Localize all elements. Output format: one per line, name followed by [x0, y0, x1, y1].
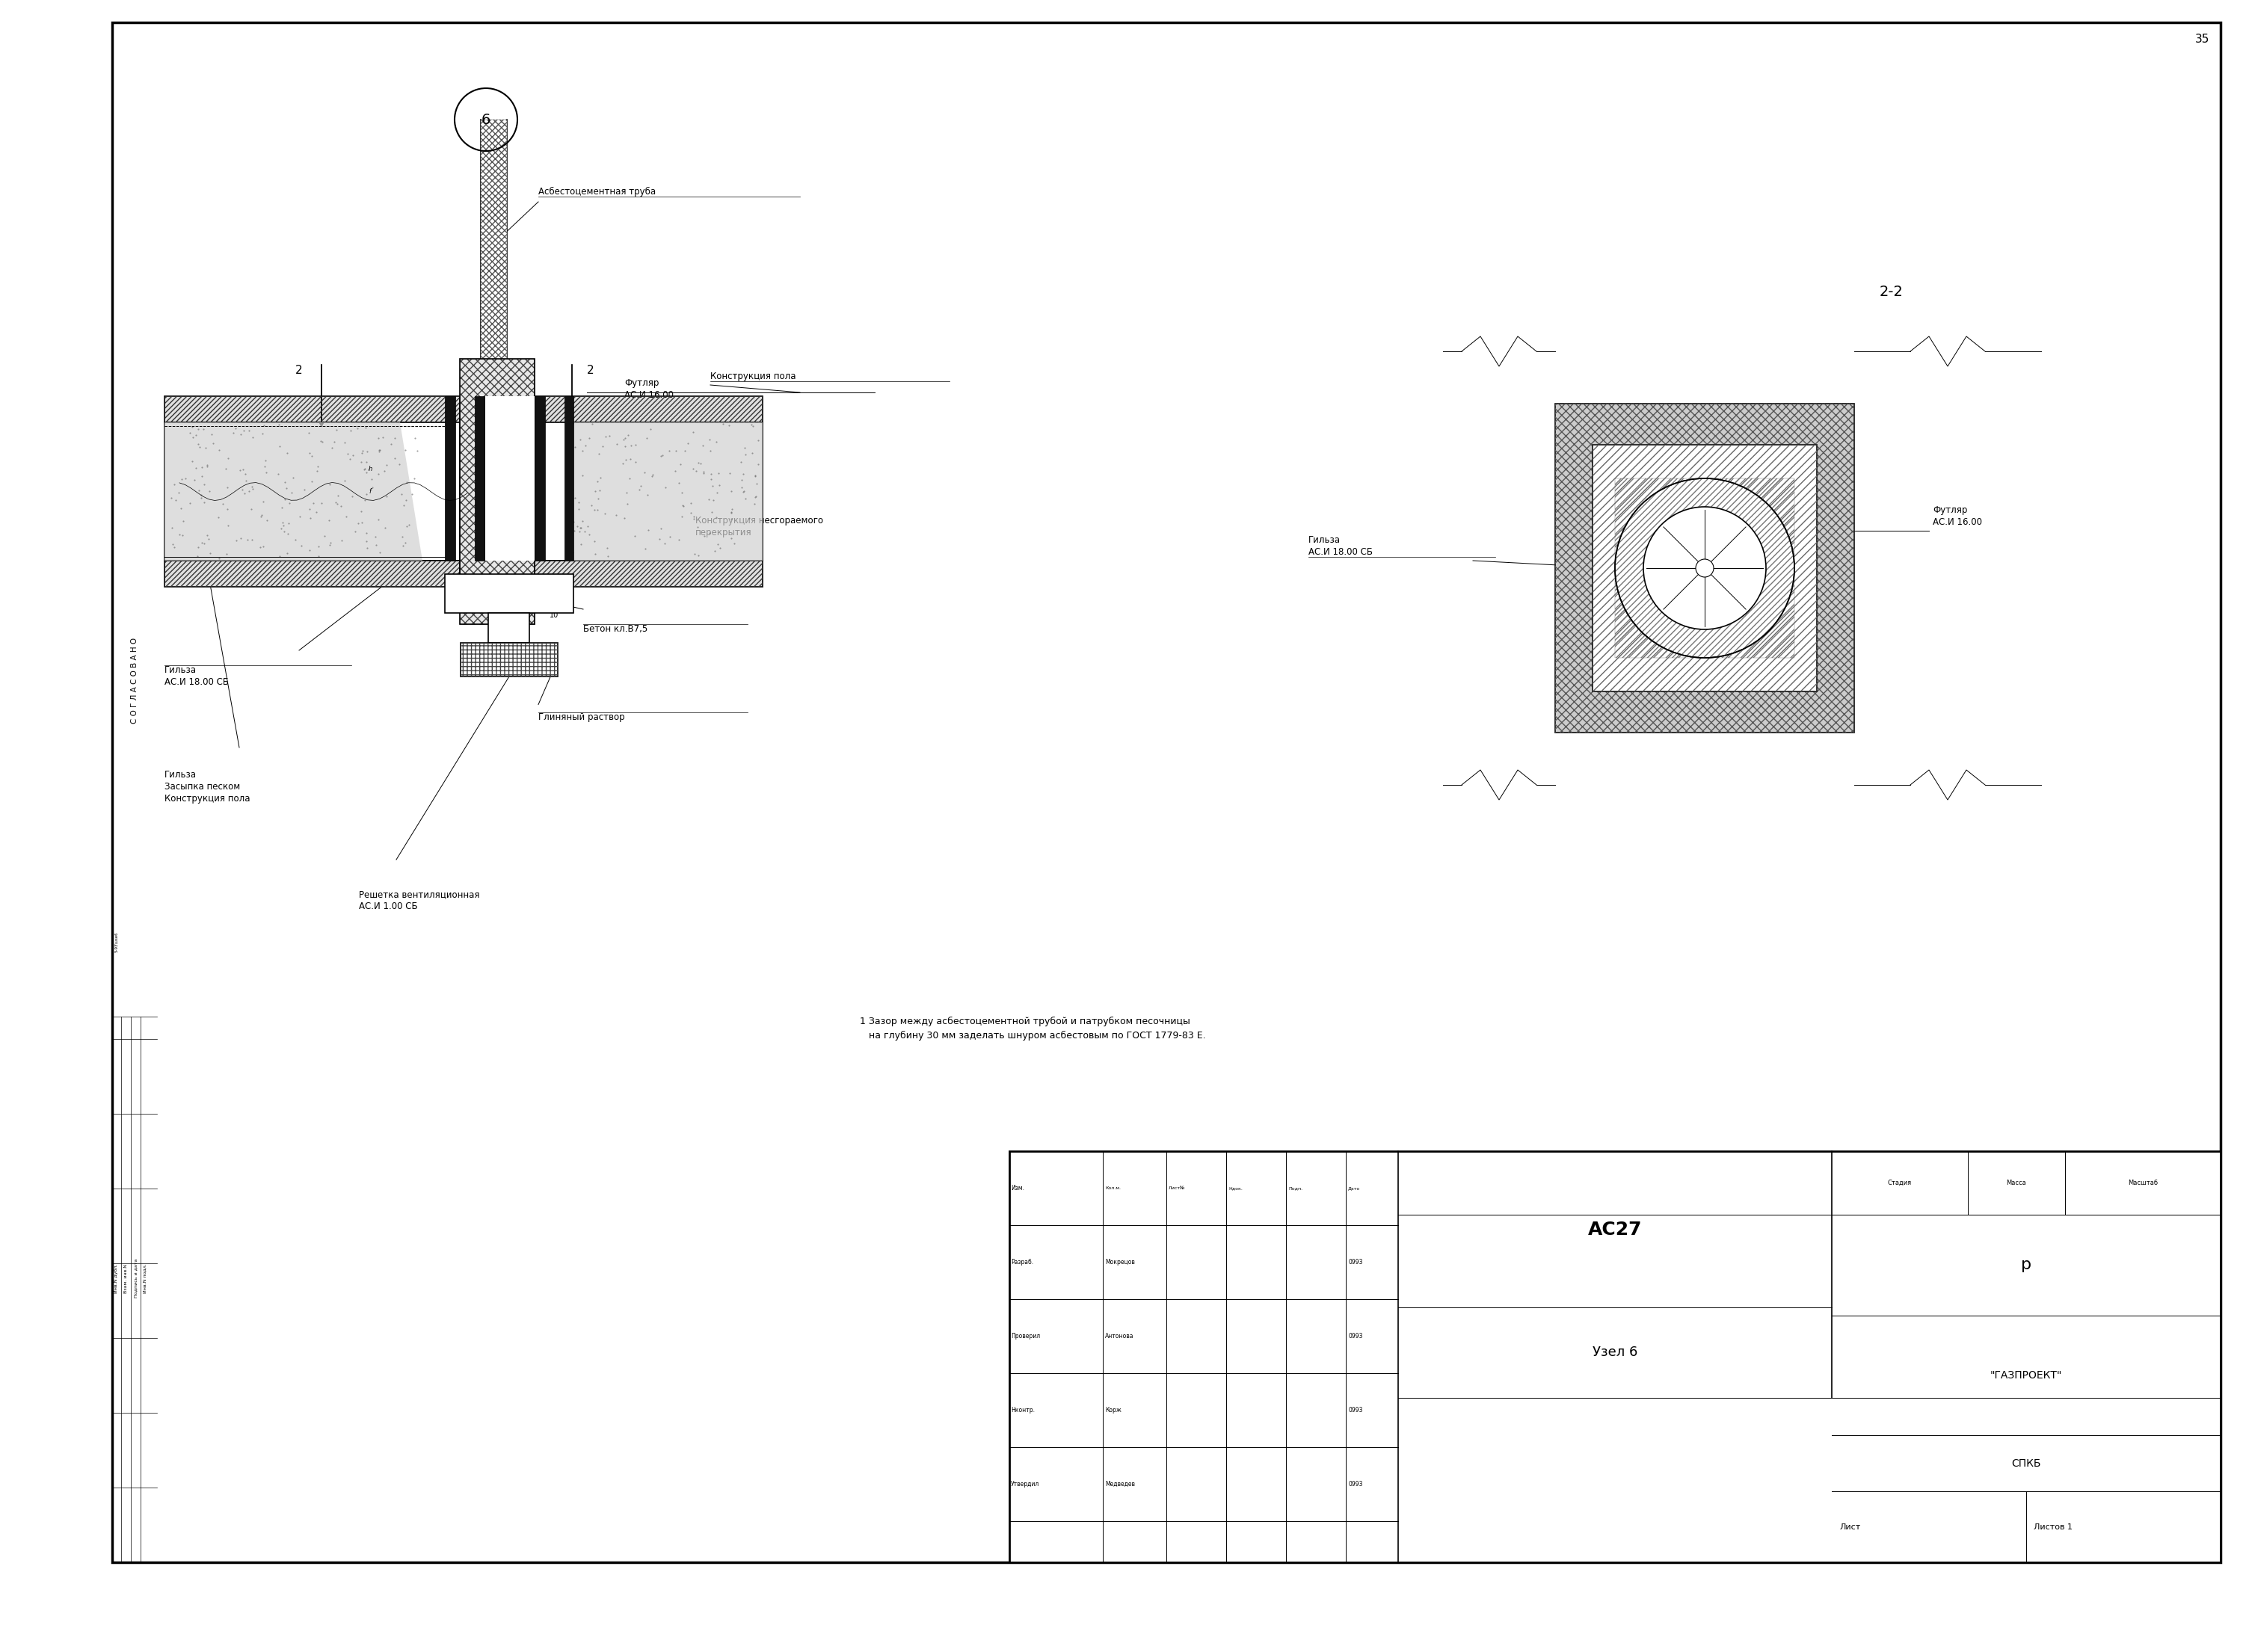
Bar [484, 396, 534, 560]
Circle shape [1615, 479, 1794, 657]
Bar [460, 643, 559, 677]
Bar [1554, 403, 1855, 732]
Text: Листов 1: Листов 1 [2034, 1523, 2073, 1530]
Text: Стадия: Стадия [1889, 1180, 1911, 1186]
Text: Асбестоцементная труба: Асбестоцементная труба [538, 187, 655, 197]
Text: 6: 6 [482, 112, 491, 127]
Bar [534, 396, 763, 423]
Bar [460, 358, 534, 624]
Text: Футляр
АС.И 16.00: Футляр АС.И 16.00 [624, 378, 673, 400]
Bar [460, 358, 534, 624]
Text: "ГАЗПРОЕКТ": "ГАЗПРОЕКТ" [1990, 1370, 2061, 1381]
Bar [460, 643, 559, 677]
Text: 0993: 0993 [1348, 1259, 1362, 1265]
Bar [476, 396, 484, 560]
Bar [534, 423, 763, 560]
Bar [1593, 444, 1817, 692]
Bar [164, 560, 460, 586]
Bar [565, 396, 574, 560]
Text: 2: 2 [588, 365, 594, 375]
Text: С О Г Л А С О В А Н О: С О Г Л А С О В А Н О [130, 638, 139, 724]
Bar [164, 396, 460, 423]
Bar [480, 119, 507, 396]
Text: Антонова: Антонова [1106, 1333, 1133, 1340]
Text: Глиняный раствор: Глиняный раствор [538, 712, 626, 722]
Text: АС27: АС27 [1588, 1221, 1642, 1239]
Polygon shape [572, 423, 763, 560]
Polygon shape [164, 423, 422, 560]
Text: 5-93\use6: 5-93\use6 [114, 932, 119, 952]
Text: Гильза
Засыпка песком
Конструкция пола: Гильза Засыпка песком Конструкция пола [164, 770, 251, 803]
Text: Конструкция пола: Конструкция пола [711, 372, 796, 382]
Text: Гильза
АС.И 18.00 СБ: Гильза АС.И 18.00 СБ [164, 666, 229, 687]
Text: Лист№: Лист№ [1169, 1186, 1184, 1189]
Bar [164, 423, 460, 560]
Text: Лист: Лист [1839, 1523, 1859, 1530]
Text: р: р [2021, 1257, 2032, 1272]
Text: Корж: Корж [1106, 1408, 1122, 1414]
Text: Разраб.: Разраб. [1012, 1259, 1034, 1265]
Text: Инв.N дубл.: Инв.N дубл. [114, 1264, 119, 1294]
Text: Бетон кл.В7,5: Бетон кл.В7,5 [583, 624, 648, 634]
Text: 0993: 0993 [1348, 1333, 1362, 1340]
Text: 0993: 0993 [1348, 1480, 1362, 1487]
Text: 10: 10 [550, 611, 559, 620]
Text: Узел 6: Узел 6 [1593, 1346, 1637, 1360]
Text: Футляр
АС.И 16.00: Футляр АС.И 16.00 [1933, 506, 1983, 527]
Text: Мокрецов: Мокрецов [1106, 1259, 1135, 1265]
Text: Конструкция несгораемого
перекрытия: Конструкция несгораемого перекрытия [695, 515, 823, 537]
Circle shape [1696, 558, 1714, 577]
Text: Инв.N подл.: Инв.N подл. [144, 1264, 148, 1294]
Text: Масштаб: Масштаб [2129, 1180, 2158, 1186]
Bar [534, 396, 545, 560]
Text: 35: 35 [2196, 33, 2209, 45]
Bar [444, 396, 455, 560]
Text: Медведев: Медведев [1106, 1480, 1135, 1487]
Text: Ндок.: Ндок. [1229, 1186, 1243, 1189]
Text: Гильза
АС.И 18.00 СБ: Гильза АС.И 18.00 СБ [1308, 535, 1373, 557]
Bar [534, 560, 763, 586]
Text: h: h [368, 466, 372, 472]
Text: f: f [368, 487, 372, 496]
Bar [489, 613, 529, 643]
Text: Масса: Масса [2007, 1180, 2025, 1186]
Text: Подп.: Подп. [1287, 1186, 1303, 1189]
Text: Дато: Дато [1348, 1186, 1359, 1189]
Text: Проверил: Проверил [1012, 1333, 1041, 1340]
Bar [1554, 403, 1855, 732]
Text: 1 Зазор между асбестоцементной трубой и патрубком песочницы
   на глубину 30 мм : 1 Зазор между асбестоцементной трубой и … [859, 1016, 1207, 1041]
Bar [1615, 479, 1794, 657]
Circle shape [1644, 507, 1765, 629]
Bar [1593, 444, 1817, 692]
Bar [1009, 1151, 2221, 1563]
Bar [534, 560, 763, 586]
Text: 2-2: 2-2 [1880, 284, 1904, 299]
Text: 2: 2 [296, 365, 303, 375]
Text: СПКБ: СПКБ [2012, 1459, 2041, 1469]
Text: Подпись и дата: Подпись и дата [135, 1259, 139, 1298]
Bar [444, 573, 574, 613]
Bar [164, 396, 460, 423]
Text: Нконтр.: Нконтр. [1012, 1408, 1034, 1414]
Text: 0993: 0993 [1348, 1408, 1362, 1414]
Bar [164, 560, 460, 586]
Text: Решетка вентиляционная
АС.И 1.00 СБ: Решетка вентиляционная АС.И 1.00 СБ [359, 889, 480, 912]
Text: Кол.м.: Кол.м. [1106, 1186, 1122, 1189]
Text: Изм.: Изм. [1012, 1184, 1025, 1191]
Text: Взам. инв.N: Взам. инв.N [126, 1264, 128, 1294]
Text: Утвердил: Утвердил [1012, 1480, 1039, 1487]
Bar [534, 396, 763, 423]
